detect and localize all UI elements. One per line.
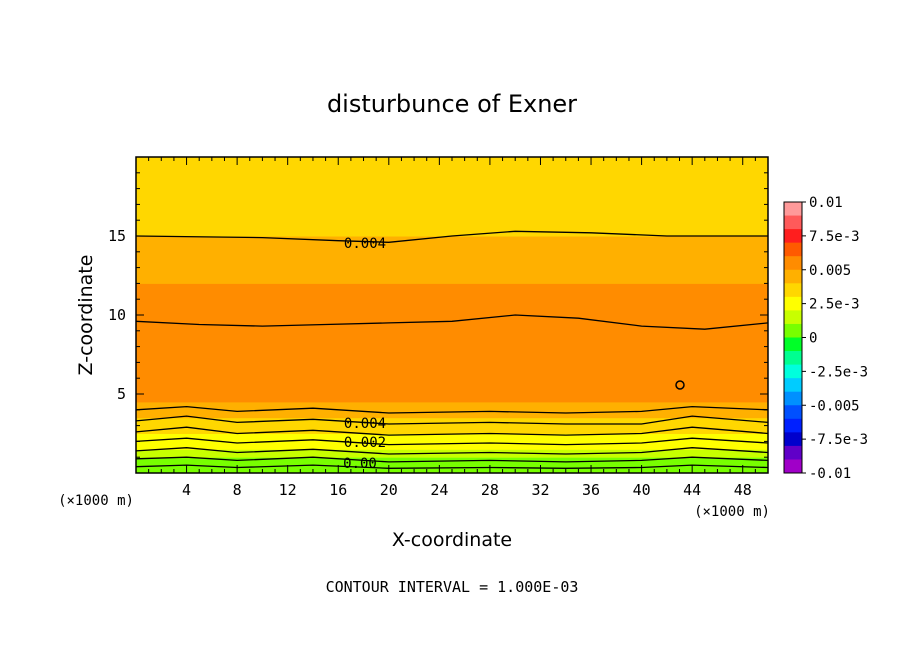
fill-band-9 (136, 362, 768, 403)
contour-label-lower: 0.004 (344, 416, 386, 432)
y-tick-label: 5 (117, 385, 126, 403)
colorbar-label: 0.005 (809, 263, 851, 279)
y-tick-label: 10 (108, 306, 126, 324)
colorbar-label: -2.5e-3 (809, 364, 868, 380)
colorbar-swatch (784, 391, 802, 406)
contour-line-1 (135, 314, 769, 330)
x-tick-label: 40 (633, 481, 651, 499)
contour-interval-note: CONTOUR INTERVAL = 1.000E-03 (326, 578, 579, 596)
contour-line-3 (135, 415, 769, 425)
x-unit-right: (×1000 m) (694, 504, 770, 520)
colorbar-swatch (784, 310, 802, 325)
colorbar-swatch (784, 202, 802, 216)
fill-band-14 (136, 157, 768, 190)
contour-line-7 (135, 456, 769, 463)
colorbar-label: 7.5e-3 (809, 229, 860, 245)
x-tick-label: 20 (380, 481, 398, 499)
contour-label-upper: 0.004 (344, 236, 386, 252)
y-tick-label: 15 (108, 227, 126, 245)
colorbar-swatch (784, 269, 802, 284)
colorbar-swatch (784, 445, 802, 460)
colorbar-label: 2.5e-3 (809, 297, 860, 313)
y-axis-label: Z-coordinate (75, 255, 97, 376)
contour-line-0 (135, 230, 768, 243)
contour-labels: 0.004 0.004 0.002 0.00 (343, 236, 386, 472)
plot-area: 0.004 0.004 0.002 0.00 (135, 156, 769, 474)
contour-lines (135, 230, 769, 469)
colorbar-swatch (784, 432, 802, 447)
colorbar-swatch (784, 229, 802, 244)
fill-band-5 (136, 425, 768, 434)
contour-line-2 (135, 405, 769, 414)
colorbar-label: -0.01 (809, 466, 851, 482)
colorbar-swatch (784, 405, 802, 420)
fill-band-3 (136, 441, 768, 450)
x-tick-label: 36 (582, 481, 600, 499)
small-contour-loop (675, 380, 685, 390)
colorbar-swatch (784, 296, 802, 311)
fill-band-12 (136, 236, 768, 284)
fill-band-8 (136, 401, 768, 411)
x-axis: 4 8 12 16 20 24 28 32 36 40 44 48 (182, 481, 752, 499)
contour-line-5 (135, 437, 769, 446)
x-tick-label: 8 (233, 481, 242, 499)
colorbar-swatch (784, 418, 802, 433)
colorbar-swatch (784, 337, 802, 352)
fill-band-7 (136, 409, 768, 419)
colorbar-swatch (784, 364, 802, 379)
x-tick-label: 32 (531, 481, 549, 499)
x-tick-label: 28 (481, 481, 499, 499)
colorbar-swatch (784, 283, 802, 298)
colorbar-swatch (784, 459, 802, 474)
colorbar-label: -0.005 (809, 398, 860, 414)
minor-ticks (135, 156, 769, 474)
fill-band-11 (136, 283, 768, 324)
filled-contour-layer (136, 157, 768, 474)
x-tick-label: 4 (182, 481, 191, 499)
fill-band-4 (136, 433, 768, 442)
colorbar-label: 0.01 (809, 195, 843, 211)
x-axis-label: X-coordinate (392, 529, 512, 551)
contour-label-000: 0.00 (343, 456, 377, 472)
x-unit-left: (×1000 m) (58, 493, 134, 509)
contour-line-6 (135, 447, 769, 455)
contour-label-002: 0.002 (344, 435, 386, 451)
x-tick-label: 44 (683, 481, 701, 499)
x-tick-label: 24 (430, 481, 448, 499)
colorbar-swatch (784, 256, 802, 271)
fill-band-6 (136, 417, 768, 427)
colorbar-swatch (784, 378, 802, 393)
x-tick-label: 48 (734, 481, 752, 499)
x-tick-label: 12 (279, 481, 297, 499)
colorbar-swatch (784, 351, 802, 365)
colorbar-swatch (784, 242, 802, 257)
colorbar-label: -7.5e-3 (809, 432, 868, 448)
x-tick-label: 16 (329, 481, 347, 499)
fill-band-10 (136, 322, 768, 363)
y-axis: 5 10 15 (108, 227, 126, 403)
colorbar-swatch (784, 323, 802, 338)
contour-line-4 (135, 426, 769, 436)
colorbar-label: 0 (809, 331, 817, 347)
chart-title: disturbunce of Exner (327, 90, 577, 118)
colorbar-swatch (784, 215, 802, 230)
fill-band-13 (136, 188, 768, 237)
colorbar: 0.01 7.5e-3 0.005 2.5e-3 0 -2.5e-3 -0.005 -7.5e… (783, 195, 868, 482)
